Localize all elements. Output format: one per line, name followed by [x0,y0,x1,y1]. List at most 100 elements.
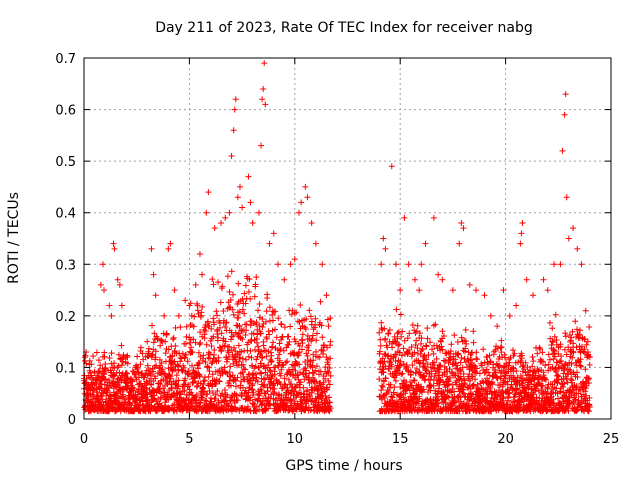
data-point [562,330,569,337]
data-point [577,349,584,356]
data-point [500,402,507,409]
data-point [470,328,477,335]
data-point [172,393,179,400]
data-point [97,281,104,288]
data-point [274,261,281,268]
data-point [462,338,469,345]
data-point [233,391,240,398]
data-point [284,384,291,391]
data-point [229,306,236,313]
data-point [267,402,274,409]
data-point [247,199,254,206]
data-point [140,356,147,363]
data-point [530,292,537,299]
data-point [83,375,90,382]
data-point [278,392,285,399]
data-point [266,240,273,247]
data-point [455,351,462,358]
data-point [403,361,410,368]
data-point [199,304,206,311]
data-point [122,369,129,376]
data-point [406,347,413,354]
data-point [569,328,576,335]
data-point [585,353,592,360]
data-point [209,371,216,378]
data-point [222,369,229,376]
data-point [544,287,551,294]
data-point [92,380,99,387]
data-point [562,91,569,98]
data-point [241,310,248,317]
data-point [572,318,579,325]
data-point [205,364,212,371]
data-point [185,406,192,413]
data-point [281,276,288,283]
data-point [201,335,208,342]
data-point [309,362,316,369]
data-point [418,383,425,390]
data-point [183,323,190,330]
data-point [121,395,128,402]
data-point [327,355,334,362]
data-point [265,348,272,355]
data-point [429,346,436,353]
data-point [259,354,266,361]
data-point [196,341,203,348]
y-tick-label: 0 [68,413,76,428]
data-point [255,209,262,216]
data-point [452,356,459,363]
data-point [229,393,236,400]
data-point [172,342,179,349]
data-point [318,395,325,402]
data-point [253,356,260,363]
data-point [175,377,182,384]
data-point [177,395,184,402]
data-point [562,333,569,340]
data-point [265,328,272,335]
data-point [226,209,233,216]
data-point [219,390,226,397]
data-point [227,363,234,370]
data-point [313,337,320,344]
data-point [276,357,283,364]
data-point [566,332,573,339]
data-point [86,357,93,364]
data-point [549,399,556,406]
data-point [245,288,252,295]
data-point [193,383,200,390]
data-point [152,375,159,382]
data-point [307,313,314,320]
data-point [376,348,383,355]
data-point [212,356,219,363]
data-point [320,379,327,386]
data-point [326,408,333,415]
data-point [324,368,331,375]
data-point [278,321,285,328]
data-point [487,359,494,366]
data-point [378,387,385,394]
data-point [500,364,507,371]
data-point [256,301,263,308]
data-point [567,337,574,344]
data-point [298,199,305,206]
data-point [411,327,418,334]
data-point [299,339,306,346]
data-point [197,329,204,336]
data-point [143,385,150,392]
data-point [563,404,570,411]
data-point [269,311,276,318]
grid-lines [84,58,611,419]
data-point [313,363,320,370]
data-point [261,60,268,67]
data-point [206,368,213,375]
data-point [554,379,561,386]
data-point [580,391,587,398]
data-point [269,343,276,350]
data-point [522,359,529,366]
data-point [548,393,555,400]
data-point [570,340,577,347]
data-point [445,394,452,401]
data-point [296,209,303,216]
y-tick-label: 0.7 [55,52,76,67]
data-point [286,338,293,345]
